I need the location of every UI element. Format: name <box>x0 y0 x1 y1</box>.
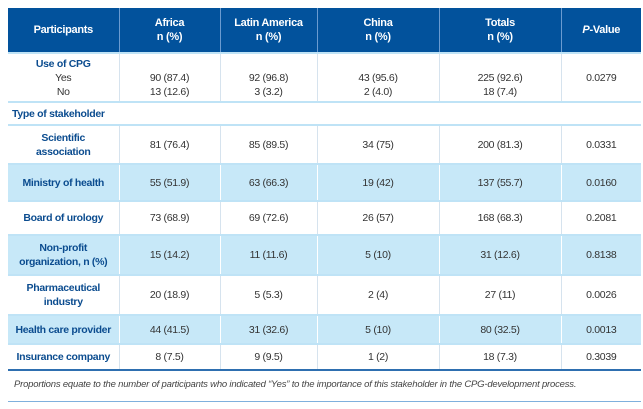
cell: 225 (92.6) <box>477 71 523 84</box>
cell-africa: 81 (76.4) <box>118 124 220 164</box>
cell-africa: 44 (41.5) <box>118 314 220 344</box>
cpg-latam: 92 (96.8) 3 (3.2) <box>219 52 317 102</box>
stakeholder-label: Non-profit organization, n (%) <box>8 234 119 275</box>
header-china-unit: n (%) <box>365 31 391 43</box>
header-totals-unit: n (%) <box>487 31 513 43</box>
table-row: Non-profit organization, n (%) 15 (14.2) 11… <box>8 234 641 275</box>
cell-totals: 168 (68.3) <box>438 200 561 235</box>
label-line: Pharmaceutical <box>26 282 101 294</box>
header-china: China n (%) <box>316 8 439 53</box>
cell-latam: 11 (11.6) <box>219 234 317 275</box>
cell-latam: 5 (5.3) <box>219 274 317 315</box>
header-latam-title: Latin America <box>234 17 303 29</box>
cell-totals: 27 (11) <box>438 274 561 315</box>
footnote: Proportions equate to the number of part… <box>14 379 577 390</box>
stakeholder-label: Pharmaceutical industry <box>8 274 119 315</box>
cell-africa: 73 (68.9) <box>118 200 220 235</box>
table-row: Ministry of health 55 (51.9) 63 (66.3) 19 (… <box>8 163 641 201</box>
label-line: Ministry of health <box>22 176 105 189</box>
label-line: Health care provider <box>15 323 112 336</box>
cell-china: 5 (10) <box>316 314 439 344</box>
header-pvalue: P-Value <box>560 8 641 53</box>
cell-totals: 137 (55.7) <box>438 163 561 201</box>
header-latam: Latin America n (%) <box>219 8 317 53</box>
use-of-cpg-row: Use of CPG Yes No 90 (87.4) 13 (12.6) 92 (9… <box>8 52 641 102</box>
cell-p: 0.2081 <box>560 200 641 235</box>
header-totals: Totals n (%) <box>438 8 561 53</box>
cpg-no: No <box>56 85 70 98</box>
table-row: Insurance company 8 (7.5) 9 (9.5) 1 (2) 18 (… <box>8 343 641 371</box>
header-totals-title: Totals <box>485 17 515 29</box>
cell-p: 0.3039 <box>560 343 641 371</box>
header-participants: Participants <box>8 8 119 53</box>
cell-china: 1 (2) <box>316 343 439 371</box>
section-row: Type of stakeholder <box>8 101 641 125</box>
stakeholder-table: Participants Africa n (%) Latin America n … <box>8 8 641 371</box>
header-africa-unit: n (%) <box>156 31 183 43</box>
cell: 43 (95.6) <box>358 71 398 84</box>
cell-latam: 63 (66.3) <box>219 163 317 201</box>
cell-totals: 31 (12.6) <box>438 234 561 275</box>
label-line: organization, n (%) <box>19 256 108 268</box>
cpg-label: Use of CPG Yes No <box>8 52 119 102</box>
label-line: Non-profit <box>39 242 88 254</box>
cell-africa: 8 (7.5) <box>118 343 220 371</box>
cpg-p: 0.0279 <box>560 52 641 102</box>
cell-totals: 80 (32.5) <box>438 314 561 344</box>
stakeholder-label: Health care provider <box>8 314 119 344</box>
label-line: association <box>36 145 91 158</box>
label-line: Scientific <box>41 131 86 144</box>
cell-china: 26 (57) <box>316 200 439 235</box>
cell: 92 (96.8) <box>248 71 289 84</box>
table-row: Pharmaceutical industry 20 (18.9) 5 (5.3) 2 … <box>8 274 641 315</box>
cell: 18 (7.4) <box>483 85 517 98</box>
cell-china: 5 (10) <box>316 234 439 275</box>
header-africa: Africa n (%) <box>118 8 220 53</box>
cell-africa: 55 (51.9) <box>118 163 220 201</box>
cell-p: 0.0160 <box>560 163 641 201</box>
label-line: Insurance company <box>16 351 111 363</box>
header-latam-unit: n (%) <box>255 31 282 43</box>
cell-totals: 200 (81.3) <box>438 124 561 164</box>
cell-africa: 15 (14.2) <box>118 234 220 275</box>
stakeholder-label: Insurance company <box>8 343 119 371</box>
header-row: Participants Africa n (%) Latin America n … <box>8 8 641 53</box>
header-africa-title: Africa <box>154 17 185 29</box>
cell-china: 19 (42) <box>316 163 439 201</box>
cell-p: 0.0013 <box>560 314 641 344</box>
cell-latam: 9 (9.5) <box>219 343 317 371</box>
header-china-title: China <box>363 17 393 29</box>
label-line: industry <box>43 296 83 308</box>
cell-china: 34 (75) <box>316 124 439 164</box>
stakeholder-label: Ministry of health <box>8 163 119 201</box>
cpg-title: Use of CPG <box>35 57 91 70</box>
table-row: Board of urology 73 (68.9) 69 (72.6) 26 (57… <box>8 200 641 235</box>
cell-latam: 85 (89.5) <box>219 124 317 164</box>
cpg-yes: Yes <box>55 71 72 84</box>
cell-p: 0.0026 <box>560 274 641 315</box>
cell-africa: 20 (18.9) <box>118 274 220 315</box>
stakeholder-label: Scientific association <box>8 124 119 164</box>
stakeholder-label: Board of urology <box>8 200 119 235</box>
cpg-africa: 90 (87.4) 13 (12.6) <box>118 52 220 102</box>
p-rest: -Value <box>589 24 621 36</box>
cell: 13 (12.6) <box>149 85 190 98</box>
section-label: Type of stakeholder <box>8 101 641 125</box>
table-row: Health care provider 44 (41.5) 31 (32.6) 5 … <box>8 314 641 344</box>
cell-china: 2 (4) <box>316 274 439 315</box>
table-row: Scientific association 81 (76.4) 85 (89.5) 3… <box>8 124 641 164</box>
cpg-china: 43 (95.6) 2 (4.0) <box>316 52 439 102</box>
p-italic: P <box>582 24 590 36</box>
footnote-divider <box>8 401 641 402</box>
cell-latam: 69 (72.6) <box>219 200 317 235</box>
cpg-totals: 225 (92.6) 18 (7.4) <box>438 52 561 102</box>
cell-p: 0.0331 <box>560 124 641 164</box>
cell-totals: 18 (7.3) <box>438 343 561 371</box>
label-line: Board of urology <box>23 212 104 224</box>
cell: 90 (87.4) <box>149 71 190 84</box>
cell: 3 (3.2) <box>254 85 283 98</box>
cell: 2 (4.0) <box>363 85 393 98</box>
cell-latam: 31 (32.6) <box>219 314 317 344</box>
cell-p: 0.8138 <box>560 234 641 275</box>
